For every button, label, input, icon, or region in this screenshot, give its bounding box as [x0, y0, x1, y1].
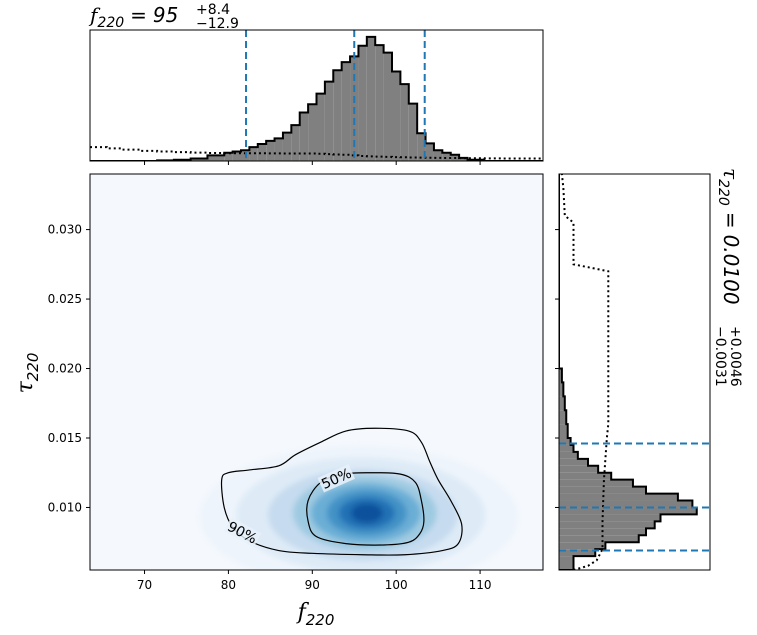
top-histogram-bar [392, 71, 401, 161]
top-histogram-bar [266, 140, 275, 161]
top-histogram-bar [282, 132, 292, 161]
top-title-minus-error: −12.9 [196, 16, 239, 32]
right-panel-title: τ220=0.0100 +0.0046 −0.0031 [712, 168, 743, 387]
right-histogram-marks [559, 174, 710, 570]
right-panel-ticks [555, 229, 559, 508]
top-histogram-bar [433, 150, 443, 161]
right-histogram-bar [559, 465, 599, 473]
right-histogram-bar [559, 486, 646, 494]
top-title-plus-error: +8.4 [196, 2, 230, 18]
x-axis-label: f220 [296, 600, 335, 629]
right-posterior-outline [559, 174, 698, 570]
top-histogram-bar [333, 70, 342, 161]
right-histogram-panel [555, 173, 711, 571]
top-histogram-bar [417, 133, 426, 161]
density-blobs [198, 445, 519, 570]
right-histogram-bar [559, 382, 564, 397]
top-histogram-bar [207, 155, 225, 161]
right-histogram-bar [559, 451, 578, 459]
top-histogram-marks [90, 30, 543, 161]
y-tick-label: 0.020 [48, 362, 82, 376]
top-histogram-bar [383, 52, 392, 161]
top-histogram-bar [190, 158, 208, 161]
right-panel-frame [558, 173, 711, 571]
top-histogram-bar [324, 81, 334, 161]
right-title-main: τ220=0.0100 [715, 168, 743, 305]
x-tick-label: 90 [305, 578, 320, 592]
x-tick-label: 100 [385, 578, 408, 592]
right-histogram-bar [559, 438, 571, 445]
right-histogram-bar [559, 556, 574, 570]
right-histogram-bar [559, 396, 565, 411]
top-histogram-bar [400, 84, 409, 161]
density-level [350, 503, 383, 524]
top-histogram-bar [274, 138, 283, 161]
top-panel-frame [89, 29, 544, 162]
right-histogram-bar [559, 368, 562, 383]
top-histogram-bar [442, 152, 451, 161]
top-panel-ticks [144, 161, 481, 165]
density-panel: 50%90% 70 80 90 100 110 0.0100.0150.0200.025… [48, 173, 544, 592]
right-histogram-bar [559, 542, 606, 550]
top-histogram-bar [358, 45, 367, 161]
top-histogram-bar [232, 151, 241, 161]
contour-90pct [220, 427, 463, 556]
right-histogram-bar [559, 444, 574, 452]
y-tick-label: 0.030 [48, 223, 82, 237]
right-histogram-bar [559, 479, 633, 487]
x-tick-label: 70 [137, 578, 152, 592]
x-tick-label: 110 [469, 578, 492, 592]
right-title-minus-error: −0.0031 [712, 326, 728, 387]
top-histogram-bar [249, 147, 258, 161]
contour-label-halo [223, 517, 262, 548]
top-histogram-bar [316, 93, 325, 161]
top-panel-title: f220 = 95 [88, 3, 178, 31]
right-histogram-bar [559, 500, 693, 508]
right-histogram-bar [559, 514, 661, 522]
right-histogram-bar [559, 410, 567, 425]
x-tick-label: 80 [221, 578, 236, 592]
right-histogram-bar [559, 493, 678, 501]
top-histogram-bar [308, 104, 317, 161]
right-histogram-bar [559, 472, 612, 480]
top-histogram-panel [89, 29, 544, 165]
top-histogram-bar [257, 143, 267, 161]
y-tick-label: 0.025 [48, 292, 82, 306]
right-histogram-bar [559, 535, 639, 543]
top-prior-line [90, 146, 543, 160]
top-histogram-bar [425, 143, 434, 161]
right-histogram-bar [559, 458, 588, 466]
y-tick-label: 0.010 [48, 500, 82, 514]
top-histogram-bar [408, 103, 418, 161]
y-axis-ticks: 0.010 0.015 0.020 0.025 0.030 [48, 223, 90, 514]
contour-label-halo [317, 464, 356, 493]
top-histogram-bar [375, 45, 384, 161]
top-histogram-bar [459, 157, 468, 161]
x-axis-ticks: 70 80 90 100 110 [137, 570, 492, 592]
top-histogram-bar [291, 125, 300, 161]
density-panel-frame [89, 173, 544, 571]
right-histogram-bar [559, 424, 568, 438]
right-histogram-bar [559, 521, 655, 529]
top-histogram-bar [366, 36, 376, 161]
right-histogram-bar [559, 507, 697, 515]
y-axis-label: τ220 [13, 353, 42, 394]
right-title-plus-error: +0.0046 [727, 326, 743, 387]
top-histogram-bar [224, 152, 233, 161]
right-prior-line [560, 174, 610, 570]
density-image [198, 445, 519, 570]
top-histogram-bar [299, 112, 309, 161]
right-histogram-bar [559, 549, 596, 557]
y-tick-label: 0.015 [48, 431, 82, 445]
top-histogram-bar [341, 62, 351, 161]
